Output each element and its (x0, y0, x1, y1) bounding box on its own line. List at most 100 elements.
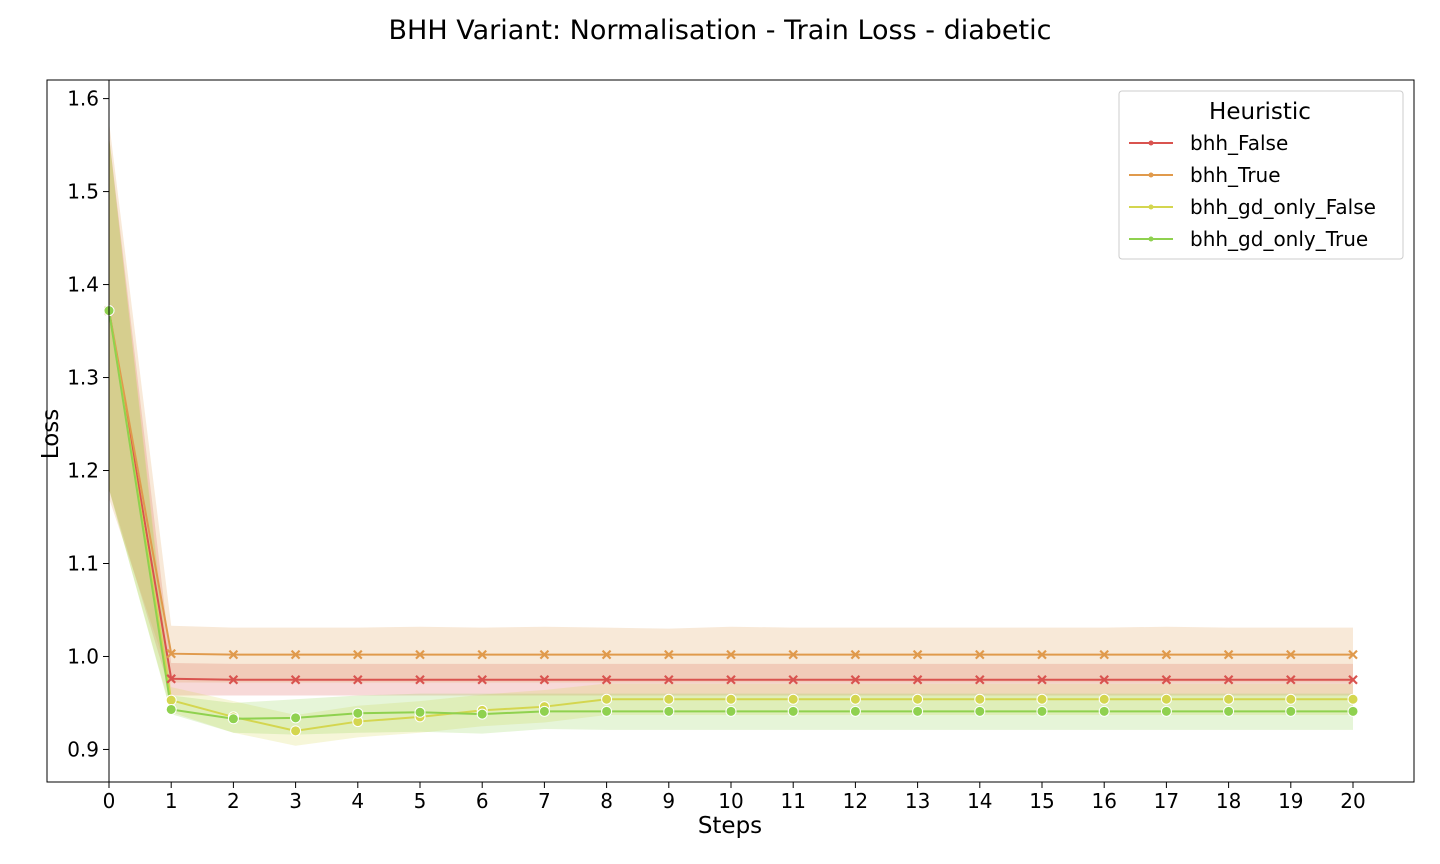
point-bhh_True (1286, 649, 1296, 660)
x-tick-label: 16 (1091, 789, 1116, 813)
point-bhh_True (290, 649, 301, 660)
legend-label-bhh_False: bhh_False (1190, 131, 1288, 155)
point-stroke (290, 674, 301, 685)
point-stroke (788, 649, 798, 660)
x-tick-label: 13 (905, 789, 930, 813)
y-tick-label: 0.9 (67, 737, 99, 761)
point-stroke (664, 674, 674, 685)
point-bhh_gd_only_False (1223, 693, 1235, 705)
legend-marker-bhh_gd_only_True (1148, 236, 1154, 242)
y-tick-label: 1.1 (67, 551, 99, 575)
x-tick-label: 4 (351, 789, 364, 813)
point-bhh_gd_only_True (290, 712, 302, 724)
y-tick-label: 1.0 (67, 644, 99, 668)
point-stroke (228, 674, 239, 685)
point-bhh_gd_only_True (1285, 705, 1297, 717)
point-stroke (228, 649, 239, 660)
point-bhh_gd_only_True (601, 705, 613, 717)
point-stroke (788, 674, 798, 685)
point-stroke (477, 649, 487, 660)
legend-box (1118, 90, 1404, 260)
series-markers (103, 305, 1359, 737)
legend-marker-bhh_gd_only_False (1148, 204, 1154, 210)
point-bhh_gd_only_True (414, 706, 426, 718)
point-bhh_gd_only_True (1223, 705, 1235, 717)
x-tick-label: 5 (414, 789, 427, 813)
legend-label-bhh_gd_only_True: bhh_gd_only_True (1190, 227, 1368, 251)
point-bhh_gd_only_False (1160, 693, 1172, 705)
point-bhh_True (1348, 649, 1358, 660)
point-stroke (726, 649, 736, 660)
x-tick-label: 17 (1154, 789, 1179, 813)
point-bhh_gd_only_False (165, 694, 177, 706)
point-bhh_gd_only_True (352, 707, 364, 719)
point-bhh_gd_only_False (974, 693, 986, 705)
y-tick-label: 1.5 (67, 180, 99, 204)
point-bhh_True (166, 648, 176, 659)
x-axis-title: Steps (698, 813, 762, 839)
x-tick-label: 2 (227, 789, 240, 813)
x-tick-label: 18 (1216, 789, 1241, 813)
point-bhh_False (912, 674, 923, 685)
point-stroke (601, 649, 612, 660)
point-stroke (975, 674, 985, 685)
point-bhh_False (1099, 674, 1109, 685)
y-axis-title: Loss (38, 409, 64, 459)
x-tick-label: 8 (600, 789, 613, 813)
point-stroke (1161, 649, 1172, 660)
chart-title: BHH Variant: Normalisation - Train Loss … (389, 15, 1052, 46)
point-bhh_gd_only_True (1160, 705, 1172, 717)
point-stroke (353, 674, 363, 685)
point-bhh_True (664, 649, 674, 660)
point-stroke (1223, 649, 1234, 660)
point-bhh_gd_only_True (974, 705, 986, 717)
x-tick-label: 7 (538, 789, 551, 813)
legend-label-bhh_True: bhh_True (1190, 163, 1281, 187)
point-bhh_gd_only_True (1098, 705, 1110, 717)
point-stroke (539, 649, 550, 660)
point-stroke (1099, 649, 1109, 660)
point-stroke (1037, 649, 1047, 660)
point-bhh_gd_only_False (912, 693, 924, 705)
point-bhh_gd_only_False (1098, 693, 1110, 705)
point-stroke (1286, 674, 1296, 685)
x-tick-label: 6 (476, 789, 489, 813)
point-stroke (1099, 674, 1109, 685)
point-bhh_gd_only_False (1347, 693, 1359, 705)
point-bhh_True (975, 649, 985, 660)
point-bhh_gd_only_False (1036, 693, 1048, 705)
point-bhh_False (726, 674, 736, 685)
point-bhh_gd_only_False (601, 693, 613, 705)
point-stroke (1348, 649, 1358, 660)
point-bhh_gd_only_True (227, 713, 239, 725)
x-tick-label: 10 (718, 789, 743, 813)
point-bhh_True (1037, 649, 1047, 660)
point-bhh_gd_only_True (165, 703, 177, 715)
point-stroke (477, 674, 487, 685)
line-bhh_True (108, 310, 1353, 656)
point-bhh_True (912, 649, 923, 660)
point-bhh_False (477, 674, 487, 685)
point-bhh_gd_only_False (849, 693, 861, 705)
point-bhh_gd_only_False (663, 693, 675, 705)
legend-title: Heuristic (1209, 99, 1311, 125)
point-bhh_False (850, 674, 861, 685)
point-bhh_False (290, 674, 301, 685)
point-bhh_gd_only_True (849, 705, 861, 717)
legend-items: bhh_False bhh_True bhh_gd_only_False bhh_gd… (1129, 131, 1376, 251)
x-tick-label: 19 (1278, 789, 1303, 813)
y-tick-label: 1.2 (67, 459, 99, 483)
point-bhh_True (1223, 649, 1234, 660)
point-stroke (1348, 674, 1358, 685)
point-bhh_gd_only_True (787, 705, 799, 717)
point-bhh_gd_only_True (538, 705, 550, 717)
x-tick-label: 9 (662, 789, 675, 813)
point-bhh_True (539, 649, 550, 660)
point-bhh_gd_only_True (476, 708, 488, 720)
point-bhh_gd_only_False (290, 725, 302, 737)
point-stroke (975, 649, 985, 660)
y-tick-label: 1.3 (67, 366, 99, 390)
x-tick-label: 11 (780, 789, 805, 813)
x-tick-label: 1 (165, 789, 178, 813)
point-stroke (415, 649, 425, 660)
